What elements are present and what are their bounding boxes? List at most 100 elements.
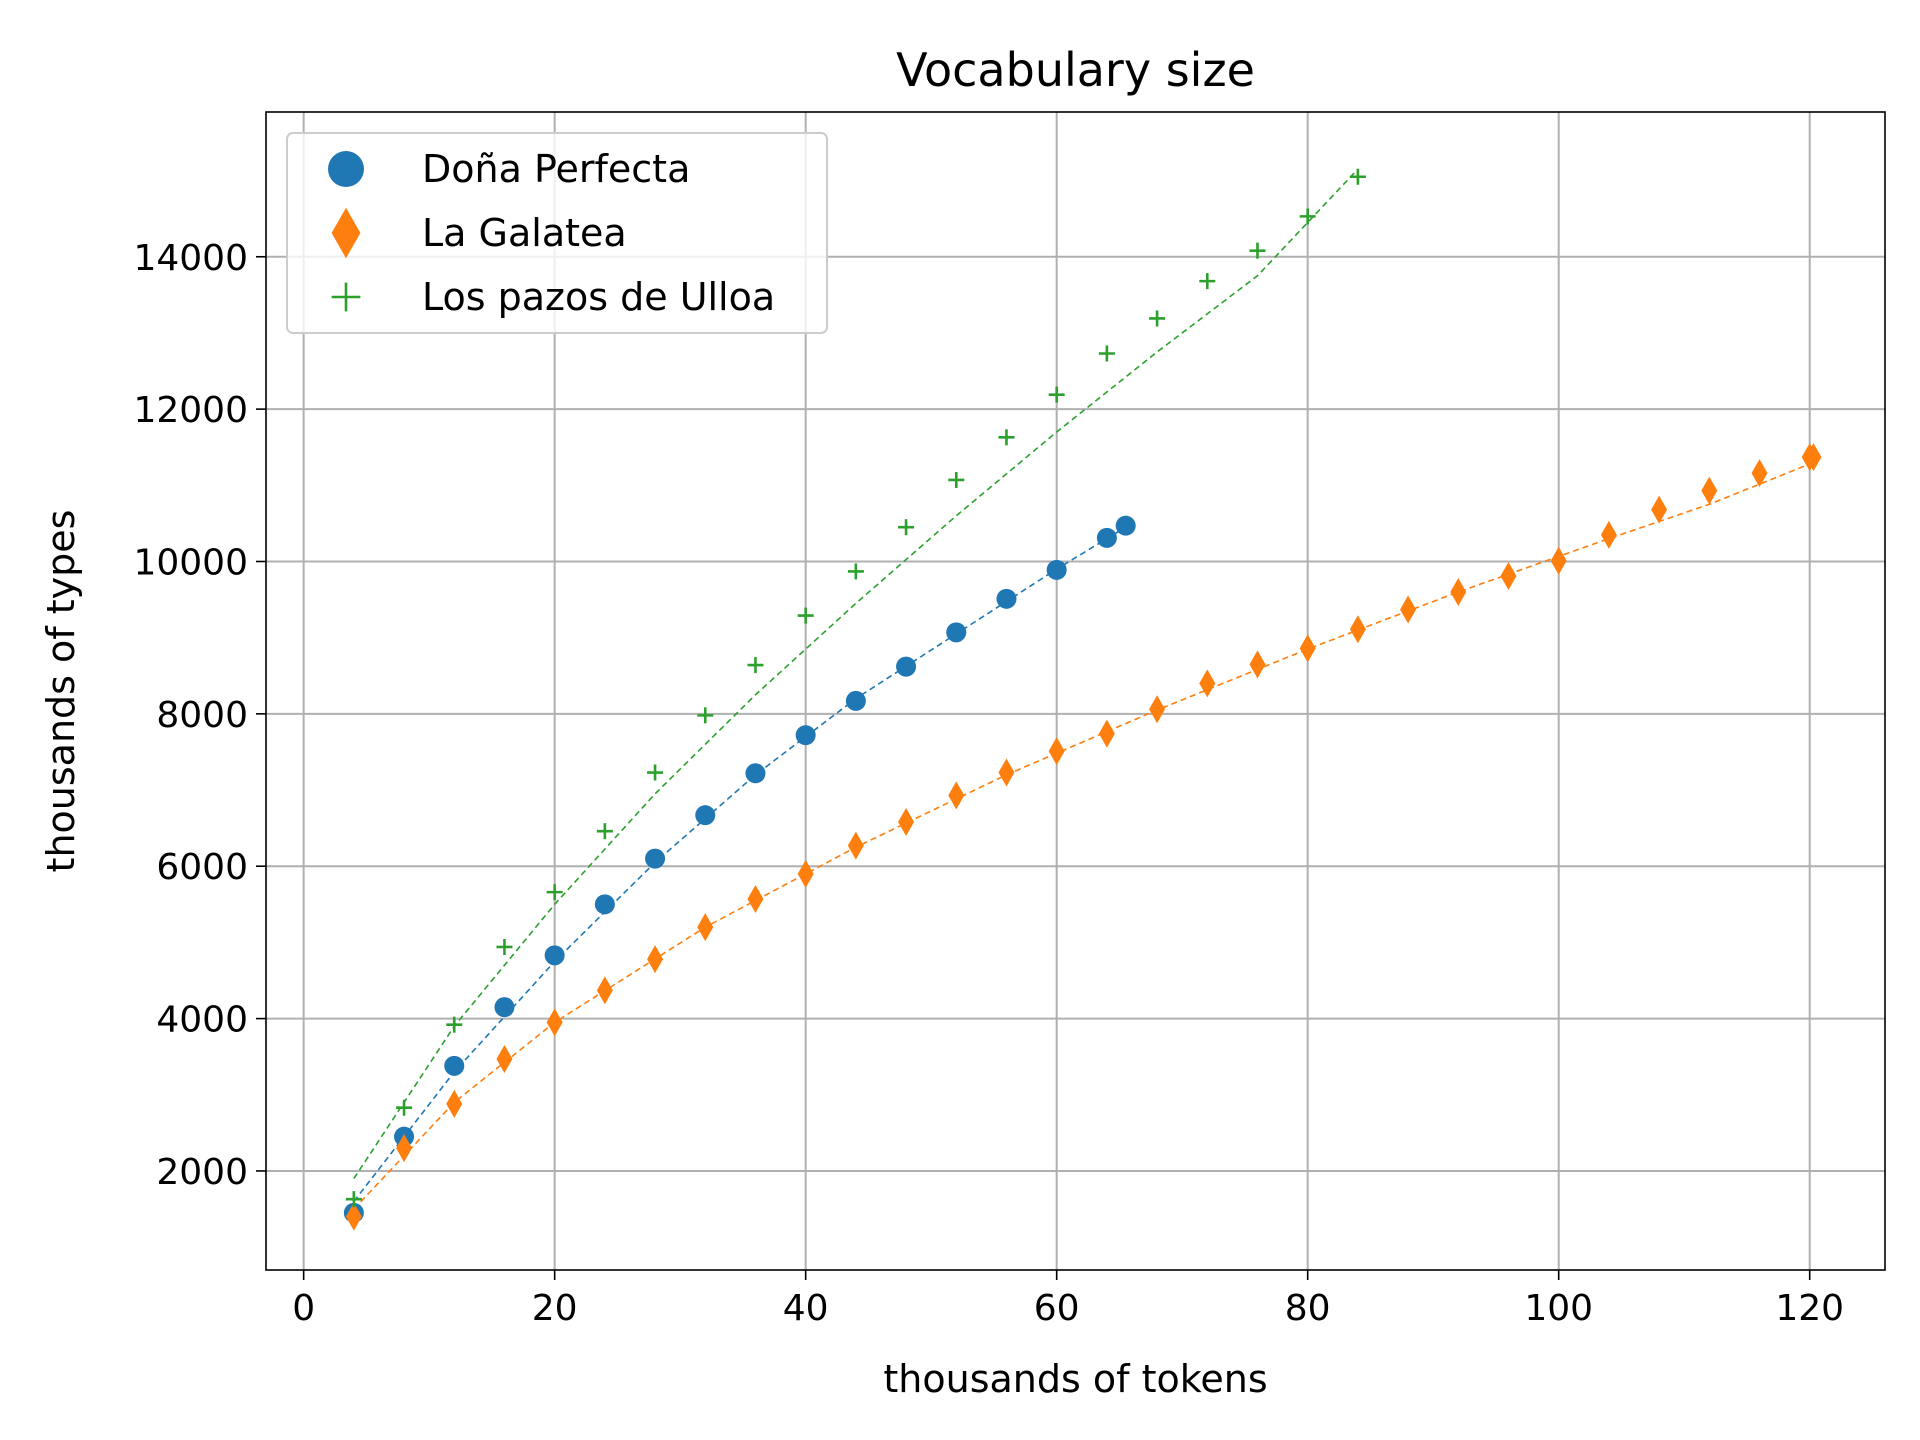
data-point: [546, 884, 563, 901]
legend-marker: [331, 207, 361, 259]
fit-line-dona-perfecta: [353, 526, 1127, 1202]
data-point: [898, 519, 915, 536]
data-point: [1600, 520, 1617, 549]
data-point: [1149, 695, 1166, 724]
x-tick-label: 80: [1285, 1288, 1331, 1329]
data-point: [847, 563, 864, 580]
data-point: [544, 945, 565, 966]
y-tick-label: 12000: [133, 390, 248, 431]
data-point: [1400, 595, 1417, 624]
data-point: [444, 1055, 465, 1076]
data-point: [1098, 719, 1115, 748]
data-point: [1349, 168, 1366, 185]
legend-marker: [328, 151, 364, 187]
data-point: [795, 725, 816, 746]
data-point: [1096, 527, 1117, 548]
data-point: [998, 429, 1015, 446]
data-point: [996, 588, 1017, 609]
x-tick-label: 20: [532, 1288, 578, 1329]
data-point: [1249, 650, 1266, 679]
data-point: [896, 656, 917, 677]
data-point: [946, 622, 967, 643]
data-point: [647, 945, 664, 974]
legend-label: Los pazos de Ulloa: [422, 275, 775, 319]
data-point: [396, 1134, 413, 1163]
data-point: [596, 823, 613, 840]
data-point: [695, 805, 716, 826]
fit-lines: [353, 168, 1814, 1210]
data-point: [1199, 669, 1216, 698]
x-tick-label: 60: [1034, 1288, 1080, 1329]
data-point: [1550, 546, 1567, 575]
plot-area-frame: [265, 111, 1886, 1271]
data-point: [396, 1099, 413, 1116]
data-point: [697, 913, 714, 942]
y-tick-label: 8000: [156, 695, 248, 736]
data-point: [496, 1044, 513, 1073]
data-point: [596, 976, 613, 1005]
x-tick-label: 0: [292, 1288, 315, 1329]
data-point: [446, 1016, 463, 1033]
series-dona-perfecta: [343, 515, 1136, 1223]
data-point: [1199, 273, 1216, 290]
axis-ticks: 0 20 40 60 80 100 120 2000 4000 6000 8000 10000 1200…: [133, 238, 1844, 1329]
data-point: [594, 894, 615, 915]
data-point: [1701, 476, 1718, 505]
data-point: [647, 764, 664, 781]
data-point: [1299, 208, 1316, 225]
data-point: [546, 1008, 563, 1037]
data-point: [998, 758, 1015, 787]
data-point: [1299, 634, 1316, 663]
x-tick-label: 120: [1775, 1288, 1844, 1329]
data-point: [1249, 242, 1266, 259]
data-point: [745, 763, 766, 784]
data-point: [697, 707, 714, 724]
data-point: [898, 808, 915, 837]
y-tick-label: 4000: [156, 1000, 248, 1041]
data-point: [1048, 737, 1065, 766]
fit-line-los-pazos-de-ulloa: [353, 168, 1359, 1180]
data-point: [1149, 310, 1166, 327]
data-point: [1098, 345, 1115, 362]
data-point: [948, 471, 965, 488]
data-point: [1500, 561, 1517, 590]
data-point: [847, 831, 864, 860]
data-point: [345, 1191, 362, 1208]
legend-label: Doña Perfecta: [422, 147, 690, 191]
data-point: [1751, 459, 1768, 488]
data-point: [645, 848, 666, 869]
y-axis-label: thousands of types: [39, 510, 83, 873]
data-markers: [343, 168, 1822, 1231]
legend-label: La Galatea: [422, 211, 627, 255]
data-point: [1805, 443, 1822, 472]
data-point: [797, 859, 814, 888]
data-point: [496, 938, 513, 955]
y-tick-label: 14000: [133, 238, 248, 279]
data-point: [747, 657, 764, 674]
series-la-galatea: [345, 443, 1822, 1231]
x-tick-label: 40: [783, 1288, 829, 1329]
data-point: [845, 690, 866, 711]
legend-marker: [331, 282, 361, 312]
legend: Doña Perfecta La Galatea Los pazos de Ullo…: [286, 132, 828, 334]
data-point: [1349, 615, 1366, 644]
data-point: [1450, 577, 1467, 606]
x-tick-label: 100: [1524, 1288, 1593, 1329]
y-tick-label: 2000: [156, 1152, 248, 1193]
y-tick-label: 6000: [156, 847, 248, 888]
data-point: [948, 781, 965, 810]
chart-title: Vocabulary size: [896, 43, 1255, 97]
data-point: [1048, 386, 1065, 403]
x-axis-label: thousands of tokens: [883, 1357, 1267, 1401]
data-point: [1046, 559, 1067, 580]
data-point: [1115, 515, 1136, 536]
data-point: [345, 1202, 362, 1231]
legend-box: [286, 132, 828, 334]
data-point: [747, 884, 764, 913]
data-point: [1651, 495, 1668, 524]
data-point: [797, 607, 814, 624]
data-point: [494, 997, 515, 1018]
series-los-pazos-de-ulloa: [345, 168, 1366, 1208]
data-point: [446, 1089, 463, 1118]
